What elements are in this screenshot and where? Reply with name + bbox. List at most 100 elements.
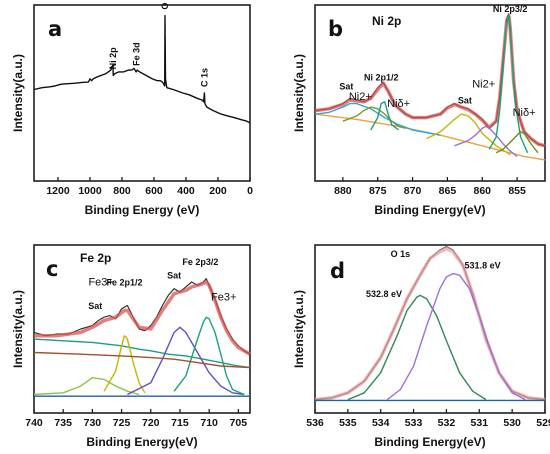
panel-b-ylabel: Intensity(a.u.) bbox=[292, 54, 306, 132]
panel-a-annotation: O 1s bbox=[160, 0, 170, 10]
panel-a-series-0 bbox=[33, 14, 251, 124]
panel-b-xtick-label: 855 bbox=[508, 185, 526, 197]
panel-a-annotation: C 1s bbox=[199, 68, 209, 87]
panel-c-xtick-label: 710 bbox=[200, 417, 218, 429]
panel-c-xtick-label: 730 bbox=[84, 417, 102, 429]
panel-c-series-sat-1 bbox=[33, 377, 140, 396]
panel-b-xtick-label: 875 bbox=[369, 185, 387, 197]
panel-a-ylabel: Intensity(a.u.) bbox=[11, 54, 25, 132]
panel-d-annotation: 532.8 eV bbox=[366, 289, 402, 299]
panel-b-letter: b bbox=[328, 17, 343, 41]
panel-b-series-nid-2 bbox=[488, 14, 529, 154]
panel-b-title: Ni 2p bbox=[372, 14, 401, 28]
panel-c-xtick-label: 720 bbox=[142, 417, 160, 429]
panel-d-xtick-label: 536 bbox=[306, 417, 324, 429]
panel-a-xtick-label: 1000 bbox=[78, 185, 102, 197]
panel-d-xtick-label: 532 bbox=[438, 417, 456, 429]
panel-b-series-ni2-2 bbox=[454, 125, 518, 157]
panel-a: a Ni 2p Fe 3d O 1s C 1s 1200 1000 800 600 400 20… bbox=[11, 0, 253, 217]
panel-d-xtick-label: 533 bbox=[405, 417, 423, 429]
panel-a-xtick-label: 200 bbox=[209, 185, 227, 197]
panel-a-xtick-label: 1200 bbox=[46, 185, 70, 197]
panel-c-series-fe-wide bbox=[33, 351, 251, 369]
panel-c-title: Fe 2p bbox=[80, 251, 111, 265]
panel-d-xlabel: Binding Energy(eV) bbox=[374, 435, 485, 449]
panel-d-plot: O 1s 531.8 eV 532.8 eV bbox=[314, 246, 546, 402]
panel-d-xtick-label: 531 bbox=[471, 417, 489, 429]
panel-c-annotation: Fe 2p3/2 bbox=[182, 257, 218, 267]
panel-b-series-ni2-1 bbox=[342, 106, 406, 129]
panel-c-ticks: 740 735 730 725 720 715 710 705 bbox=[25, 409, 247, 429]
panel-b-frame bbox=[314, 4, 546, 182]
panel-d-series-531.8 eV bbox=[386, 272, 526, 401]
panel-a-xtick-label: 400 bbox=[177, 185, 195, 197]
panel-d-ticks: 536 535 534 533 532 531 530 529 bbox=[306, 409, 550, 429]
panel-b-xtick-label: 880 bbox=[334, 185, 352, 197]
panel-b-series-sat-1 bbox=[314, 102, 441, 136]
panel-c-series-fe3-2 bbox=[173, 316, 245, 396]
panel-d-letter: d bbox=[330, 259, 345, 283]
panel-c-letter: c bbox=[46, 257, 58, 281]
panel-c-series-sat-2 bbox=[127, 326, 245, 396]
panel-a-plot: Ni 2p Fe 3d O 1s C 1s bbox=[33, 0, 251, 124]
panel-b-annotation: Sat bbox=[339, 81, 353, 91]
panel-b-annotation: Ni2+ bbox=[472, 79, 495, 91]
panel-c-xlabel: Binding Energy(eV) bbox=[86, 435, 197, 449]
panel-c-annotation: Sat bbox=[167, 271, 181, 281]
panel-a-xtick-label: 800 bbox=[113, 185, 131, 197]
panel-b-series-sat-2 bbox=[426, 113, 511, 156]
panel-b-annotation: Ni2+ bbox=[349, 91, 372, 103]
panel-d-xtick-label: 535 bbox=[339, 417, 357, 429]
panel-b-series-background bbox=[314, 113, 546, 161]
panel-c-xtick-label: 735 bbox=[54, 417, 72, 429]
panel-c-annotation: Fe 2p1/2 bbox=[106, 277, 142, 287]
panel-a-ticks: 1200 1000 800 600 400 200 0 bbox=[46, 177, 253, 197]
panel-b-xtick-label: 870 bbox=[404, 185, 422, 197]
panel-b-xtick-label: 860 bbox=[474, 185, 492, 197]
panel-c-annotation: Sat bbox=[88, 301, 102, 311]
panel-b-series-nid-1 bbox=[370, 101, 400, 131]
panel-b-series-ni-low bbox=[495, 130, 539, 154]
panel-c-frame bbox=[33, 244, 251, 414]
panel-a-annotation: Ni 2p bbox=[108, 47, 118, 70]
panel-c-xtick-label: 705 bbox=[230, 417, 248, 429]
panel-d-xtick-label: 534 bbox=[372, 417, 390, 429]
panel-c-xtick-label: 715 bbox=[171, 417, 189, 429]
panel-d-frame bbox=[314, 244, 546, 414]
panel-a-xtick-label: 600 bbox=[145, 185, 163, 197]
panel-b-annotation: Ni 2p1/2 bbox=[364, 73, 399, 83]
panel-d-series-raw bbox=[314, 246, 546, 401]
panel-a-xtick-label: 0 bbox=[247, 185, 253, 197]
panel-d-xtick-label: 529 bbox=[536, 417, 550, 429]
panel-d-ylabel: Intensity(a.u.) bbox=[292, 290, 306, 368]
panel-b-annotation: Niδ+ bbox=[513, 107, 536, 119]
panel-d-series-532.8 eV bbox=[347, 294, 487, 401]
panel-c-annotation: Fe3+ bbox=[211, 291, 236, 303]
panel-b-xlabel: Binding Energy(eV) bbox=[374, 203, 485, 217]
panel-d-xtick-label: 530 bbox=[503, 417, 521, 429]
panel-d-annotation: 531.8 eV bbox=[465, 261, 501, 271]
panel-a-letter: a bbox=[48, 17, 62, 41]
panel-a-annotation: Fe 3d bbox=[131, 42, 141, 66]
panel-c-xtick-label: 725 bbox=[113, 417, 131, 429]
panel-b-annotation: Ni 2p3/2 bbox=[493, 4, 528, 14]
panel-d-annotation: O 1s bbox=[391, 249, 411, 259]
panel-b-ticks: 880 875 870 865 860 855 bbox=[334, 177, 526, 197]
panel-c-series-fe3-1 bbox=[103, 335, 146, 394]
panel-c-series-fit bbox=[34, 280, 251, 356]
panel-c-xtick-label: 740 bbox=[25, 417, 43, 429]
panel-a-frame bbox=[33, 4, 251, 182]
panel-b-annotation: Sat bbox=[458, 96, 472, 106]
panel-c-ylabel: Intensity(a.u.) bbox=[11, 290, 25, 368]
panel-b-annotation: Niδ+ bbox=[387, 98, 410, 110]
panel-d-series-fit bbox=[314, 246, 546, 402]
panel-b-xtick-label: 865 bbox=[439, 185, 457, 197]
panel-a-xlabel: Binding Energy (eV) bbox=[85, 203, 200, 217]
panel-c-annotation: Fe3+ bbox=[88, 276, 113, 288]
